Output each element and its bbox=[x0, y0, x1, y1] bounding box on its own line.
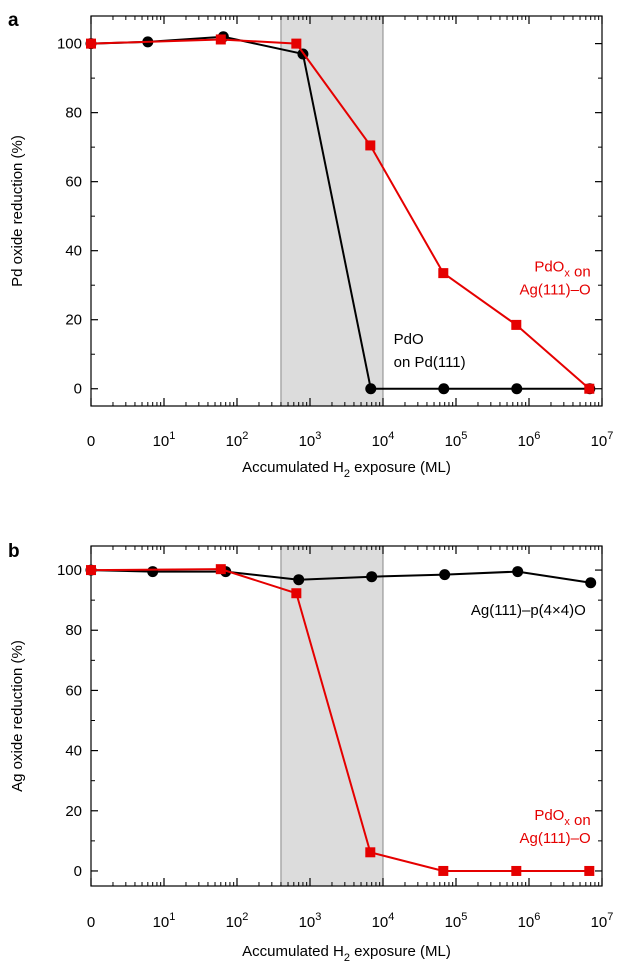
y-tick-label: 40 bbox=[65, 743, 82, 760]
x-tick-label: 104 bbox=[372, 430, 395, 450]
data-point-circle bbox=[365, 383, 377, 395]
x-tick-label: 0 bbox=[87, 433, 95, 450]
y-tick-label: 20 bbox=[65, 312, 82, 329]
data-point-square bbox=[511, 865, 522, 876]
data-point-square bbox=[511, 319, 522, 330]
data-point-square bbox=[215, 564, 226, 575]
annotation-text: PdO bbox=[394, 331, 424, 348]
x-tick-label: 107 bbox=[591, 911, 614, 931]
y-axis-title: Pd oxide reduction (%) bbox=[9, 135, 26, 287]
annotation-text: PdOx on bbox=[534, 807, 590, 829]
x-axis-title: Accumulated H2 exposure (ML) bbox=[242, 459, 451, 480]
x-tick-label: 101 bbox=[153, 911, 176, 931]
annotation-text: on Pd(111) bbox=[394, 354, 466, 371]
data-point-circle bbox=[585, 577, 597, 589]
data-point-square bbox=[86, 565, 96, 576]
data-point-square bbox=[215, 34, 226, 45]
x-axis-title: Accumulated H2 exposure (ML) bbox=[242, 943, 451, 964]
annotation-text: Ag(111)–O bbox=[520, 281, 591, 298]
annotation-text: PdOx on bbox=[534, 258, 590, 280]
data-point-square bbox=[584, 865, 595, 876]
annotation-text: Ag(111)–O bbox=[520, 830, 591, 847]
data-point-square bbox=[438, 865, 449, 876]
data-point-circle bbox=[512, 566, 524, 578]
x-tick-label: 106 bbox=[518, 911, 541, 931]
y-tick-label: 80 bbox=[65, 622, 82, 639]
plot-frame bbox=[90, 545, 603, 887]
shaded-region bbox=[280, 16, 383, 406]
data-point-circle bbox=[293, 574, 305, 586]
data-point-circle bbox=[438, 383, 450, 395]
data-point-square bbox=[86, 38, 96, 49]
x-tick-label: 102 bbox=[226, 430, 249, 450]
y-tick-label: 100 bbox=[57, 562, 82, 579]
x-tick-label: 101 bbox=[153, 430, 176, 450]
data-point-square bbox=[584, 383, 595, 394]
x-tick-label: 105 bbox=[445, 911, 468, 931]
y-tick-label: 40 bbox=[65, 243, 82, 260]
x-tick-label: 103 bbox=[299, 430, 322, 450]
y-tick-label: 80 bbox=[65, 105, 82, 122]
data-point-circle bbox=[366, 571, 378, 583]
x-tick-label: 106 bbox=[518, 430, 541, 450]
panel-letter: a bbox=[8, 10, 19, 31]
x-tick-label: 0 bbox=[87, 914, 95, 931]
data-point-circle bbox=[511, 383, 523, 395]
y-tick-label: 100 bbox=[57, 36, 82, 53]
y-tick-label: 0 bbox=[74, 863, 82, 880]
panel-letter: b bbox=[8, 541, 20, 562]
x-tick-label: 102 bbox=[226, 911, 249, 931]
x-tick-label: 104 bbox=[372, 911, 395, 931]
y-axis-title: Ag oxide reduction (%) bbox=[9, 640, 26, 792]
data-point-circle bbox=[147, 566, 159, 578]
x-tick-label: 103 bbox=[299, 911, 322, 931]
y-tick-label: 20 bbox=[65, 803, 82, 820]
x-tick-label: 105 bbox=[445, 430, 468, 450]
data-point-square bbox=[291, 38, 302, 49]
series-line-circle bbox=[90, 569, 591, 584]
data-point-square bbox=[365, 140, 376, 151]
plot-frame bbox=[90, 15, 603, 407]
data-point-square bbox=[438, 268, 449, 279]
data-point-square bbox=[365, 847, 376, 858]
data-point-circle bbox=[439, 569, 451, 581]
y-tick-label: 0 bbox=[74, 381, 82, 398]
chart-panel-b: 0 20 40 60 80 100 0 101 102 103 104 105 106 107 Accumu… bbox=[8, 541, 613, 964]
annotation-text: Ag(111)–p(4×4)O bbox=[471, 602, 586, 619]
chart-panel-a: 0 20 40 60 80 100 0 101 102 103 104 105 106 107 Accumu… bbox=[8, 10, 613, 480]
y-tick-label: 60 bbox=[65, 682, 82, 699]
y-tick-label: 60 bbox=[65, 174, 82, 191]
x-tick-label: 107 bbox=[591, 430, 614, 450]
data-point-square bbox=[291, 588, 302, 599]
